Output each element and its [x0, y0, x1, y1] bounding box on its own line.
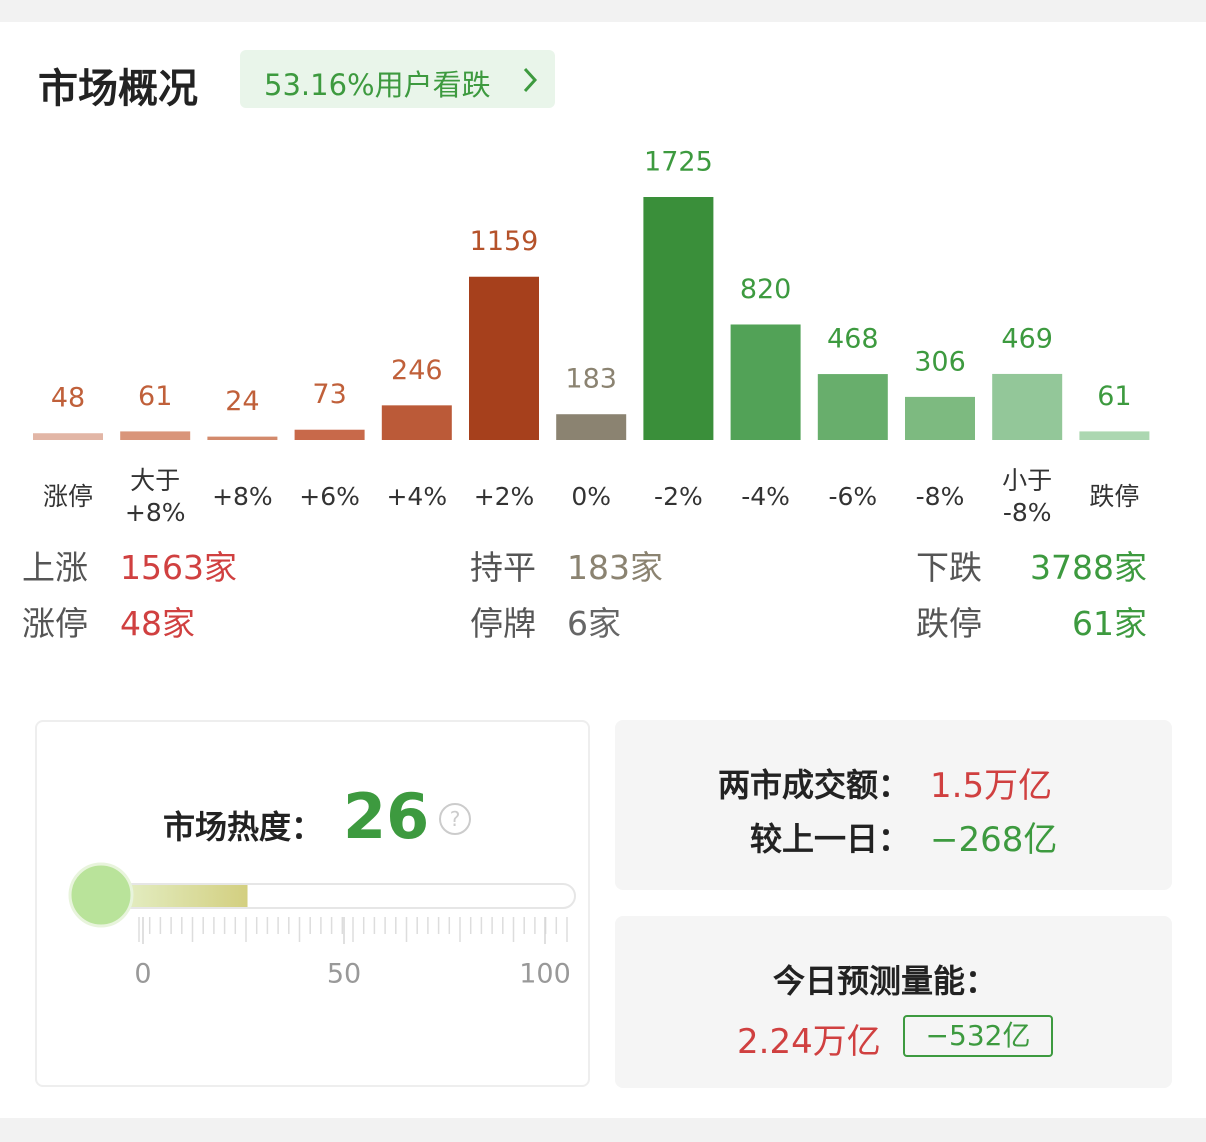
stat-value: 61家: [1072, 604, 1147, 643]
value-label: 24: [225, 386, 259, 417]
bar: [1079, 431, 1150, 440]
value-label: 469: [1001, 323, 1053, 354]
bar: [992, 373, 1063, 440]
x-tick-label: +2%: [473, 482, 535, 511]
bar: [381, 405, 452, 440]
heat-panel: 市场热度： 26 ? 0 50 100: [35, 720, 590, 1087]
x-tick-label: -6%: [828, 482, 878, 511]
gauge-fill: [101, 885, 248, 907]
bar: [120, 431, 191, 440]
stat-value: 183家: [567, 548, 663, 587]
heat-gauge: 0 50 100: [68, 862, 576, 990]
bar: [730, 324, 801, 440]
bar: [294, 429, 365, 440]
x-tick-label: +6%: [299, 482, 360, 511]
stat-label: 涨停: [22, 604, 88, 643]
heat-value: 26: [343, 780, 430, 853]
x-tick-label: +4%: [386, 482, 448, 511]
sentiment-badge[interactable]: 53.16%用户看跌: [240, 50, 555, 108]
heat-label: 市场热度：: [163, 808, 324, 846]
x-tick-label: 小于 -8%: [1002, 466, 1053, 527]
stat-label: 跌停: [916, 604, 982, 643]
value-label: 246: [391, 355, 443, 386]
x-tick-label: 0%: [571, 482, 612, 511]
value-label: 1159: [470, 226, 539, 257]
x-tick-label: 跌停: [1089, 482, 1140, 511]
value-label: 183: [565, 364, 617, 395]
forecast-change: −532亿: [903, 1015, 1053, 1057]
x-tick-label: 大于 +8%: [124, 466, 186, 527]
bar: [469, 276, 539, 440]
badge-text: 53.16%用户看跌: [264, 68, 491, 102]
value-label: 48: [51, 383, 85, 414]
stat-label: 下跌: [916, 548, 982, 587]
value-label: 306: [914, 346, 966, 377]
stat-label: 停牌: [470, 604, 536, 643]
bar: [643, 197, 714, 440]
bar: [556, 414, 627, 440]
turnover-value: 1.5万亿: [930, 766, 1053, 806]
x-tick-label: +8%: [212, 482, 273, 511]
tick-label: 50: [327, 959, 361, 990]
bar: [817, 374, 888, 440]
forecast-label: 今日预测量能：: [772, 962, 997, 1000]
bar: [207, 436, 278, 440]
value-label: 1725: [644, 147, 713, 178]
gauge-knob: [68, 862, 134, 928]
stat-value: 6家: [567, 604, 621, 643]
x-tick-label: -4%: [741, 482, 790, 511]
x-tick-label: -8%: [915, 482, 965, 511]
x-tick-label: -2%: [654, 482, 703, 511]
help-icon[interactable]: ?: [439, 803, 471, 835]
stat-value: 1563家: [120, 548, 237, 587]
turnover-panel: 两市成交额： 1.5万亿 较上一日： −268亿: [615, 720, 1172, 890]
forecast-value: 2.24万亿: [737, 1022, 881, 1062]
bottom-strip: [0, 1118, 1206, 1142]
forecast-panel: 今日预测量能： 2.24万亿 −532亿: [615, 916, 1172, 1088]
bar: [33, 433, 103, 440]
x-tick-label: 涨停: [42, 482, 93, 511]
turnover-change: −268亿: [930, 820, 1058, 860]
bar-chart: 48 61 24 73 246 1159 183 1725 820 468 306 469 61: [33, 147, 1150, 440]
stat-label: 上涨: [22, 548, 88, 587]
chevron-icon: [523, 67, 538, 93]
section-title: 市场概况: [38, 66, 198, 112]
top-strip: [0, 0, 1206, 22]
value-label: 468: [827, 324, 879, 355]
turnover-label: 两市成交额：: [717, 766, 910, 804]
stat-value: 3788家: [1030, 548, 1147, 587]
bar: [905, 396, 975, 440]
value-label: 73: [312, 379, 346, 410]
tick-label: 100: [519, 959, 571, 990]
stat-value: 48家: [120, 604, 195, 643]
value-label: 61: [138, 381, 172, 412]
tick-label: 0: [134, 959, 151, 990]
change-label: 较上一日：: [749, 820, 910, 858]
value-label: 820: [740, 274, 792, 305]
stat-label: 持平: [470, 548, 536, 587]
value-label: 61: [1097, 381, 1131, 412]
